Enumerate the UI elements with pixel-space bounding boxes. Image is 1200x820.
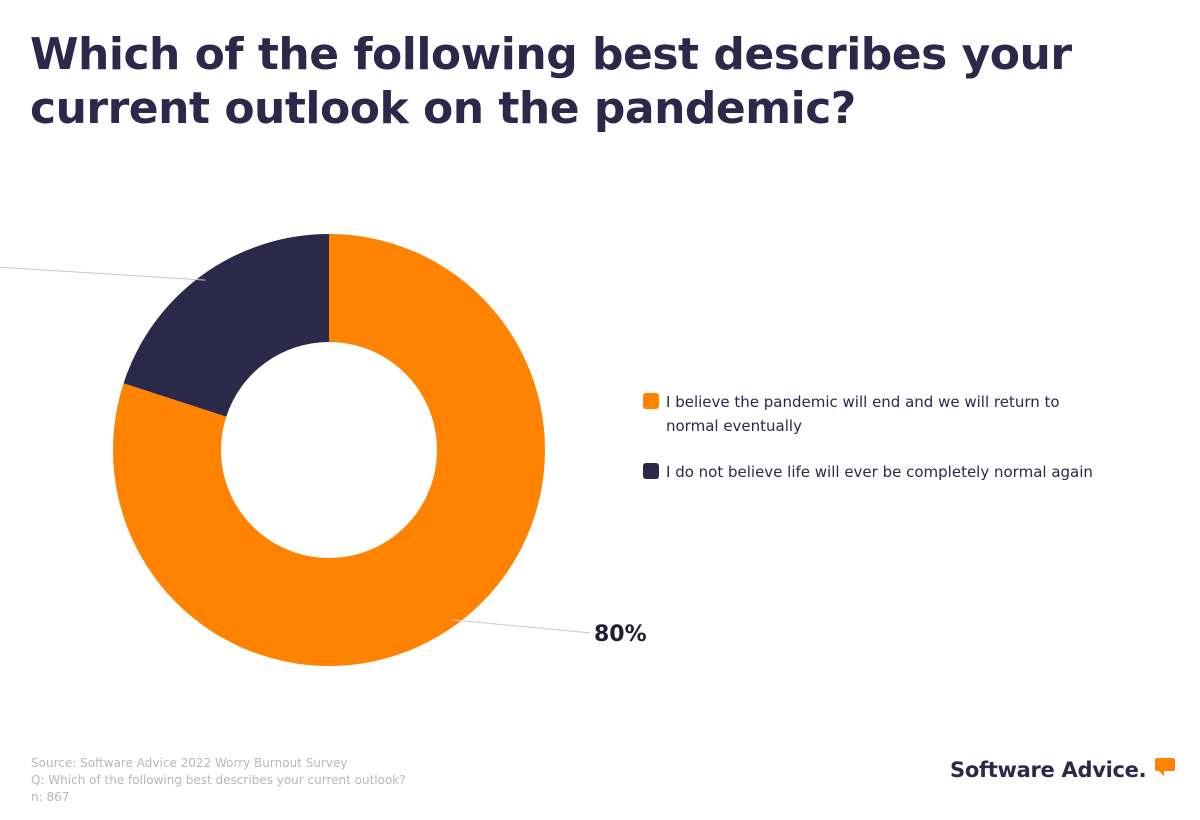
legend-swatch-navy: [643, 463, 659, 479]
software-advice-logo: Software Advice.: [950, 758, 1146, 788]
legend-swatch-orange: [643, 393, 659, 409]
donut-slice: [124, 234, 329, 417]
legend-label: I do not believe life will ever be compl…: [666, 463, 1093, 481]
legend-label: I believe the pandemic will end and we w…: [666, 393, 1060, 435]
legend-item-never-normal: I do not believe life will ever be compl…: [643, 460, 1103, 484]
legend-item-return-to-normal: I believe the pandemic will end and we w…: [643, 390, 1103, 438]
leader-line: [0, 267, 206, 280]
chart-legend: I believe the pandemic will end and we w…: [643, 390, 1103, 506]
footer-notes: Source: Software Advice 2022 Worry Burno…: [31, 755, 406, 806]
data-label: 80%: [594, 622, 647, 647]
leader-line: [452, 620, 590, 633]
speech-bubble-icon: [1155, 758, 1175, 771]
footer-sample-size: n: 867: [31, 789, 406, 806]
logo-text: Software Advice.: [950, 758, 1146, 782]
footer-question: Q: Which of the following best describes…: [31, 772, 406, 789]
footer-source: Source: Software Advice 2022 Worry Burno…: [31, 755, 406, 772]
